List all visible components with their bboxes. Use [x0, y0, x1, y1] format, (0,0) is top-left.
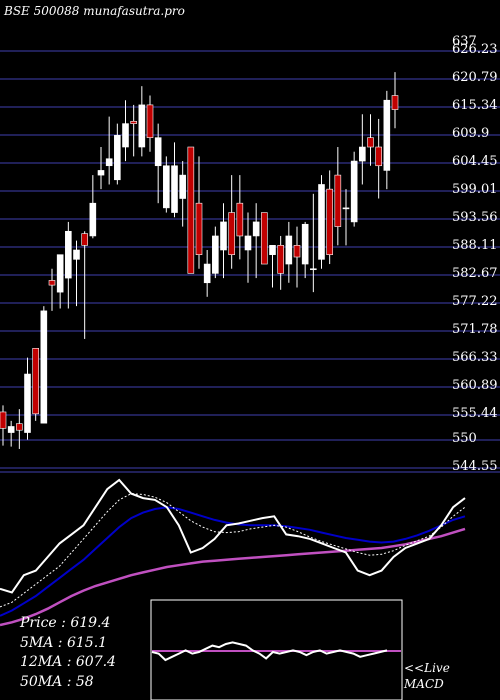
- candle-body: [334, 174, 342, 227]
- macd-caption: <<Live MACD: [404, 660, 450, 692]
- candle-body: [179, 174, 186, 199]
- macd-live-label: <<Live: [404, 661, 450, 675]
- candle-body: [114, 135, 121, 181]
- legend-price: Price : 619.4: [20, 615, 111, 631]
- y-tick-label: 620.79: [452, 70, 498, 85]
- y-tick-label: 544.55: [452, 459, 498, 474]
- chart-title: BSE 500088 munafasutra.pro: [3, 4, 185, 18]
- candle-body: [89, 202, 97, 237]
- price-legend: Price : 619.4 5MA : 615.1 12MA : 607.4 5…: [20, 614, 116, 692]
- candle-body: [32, 347, 39, 415]
- candle-body: [203, 263, 211, 284]
- y-tick-label: 582.67: [452, 266, 498, 281]
- candle-body: [350, 160, 358, 223]
- candle-body: [359, 146, 366, 162]
- candle-body: [81, 233, 88, 246]
- candle-body: [252, 221, 260, 237]
- candle-body: [97, 170, 105, 176]
- candle-body: [16, 423, 23, 431]
- moving-average-panel: [0, 478, 466, 627]
- candle-body: [130, 120, 137, 124]
- y-tick-label: 550: [452, 431, 477, 446]
- candle-body: [277, 245, 284, 274]
- candle-body: [65, 230, 72, 279]
- macd-name-label: MACD: [404, 677, 444, 691]
- candle-body: [269, 245, 276, 255]
- candle-body: [228, 212, 235, 255]
- candle-body: [163, 165, 170, 209]
- candle-body: [138, 104, 146, 148]
- candle-body: [342, 207, 350, 210]
- y-tick-label: 593.56: [452, 210, 498, 225]
- candle-body: [122, 123, 129, 148]
- candle-body: [195, 202, 203, 255]
- candle-body: [154, 137, 162, 167]
- candle-body: [367, 137, 374, 148]
- candle-body: [171, 165, 178, 213]
- y-tick-label: 577.22: [452, 294, 498, 309]
- candle-body: [375, 146, 382, 167]
- candle-body: [244, 235, 252, 251]
- legend-5ma: 5MA : 615.1: [20, 634, 108, 651]
- y-tick-label: 637: [452, 34, 477, 49]
- candle-body: [24, 373, 31, 433]
- candle-body: [326, 188, 333, 255]
- y-tick-label: 588.11: [452, 238, 498, 253]
- y-tick-label: 560.89: [452, 378, 498, 393]
- candle-body: [212, 235, 219, 274]
- macd-panel: [150, 599, 403, 700]
- candle-body: [318, 184, 325, 260]
- candle-body: [310, 268, 317, 271]
- candle-body: [40, 310, 48, 424]
- price-gridlines: [0, 50, 500, 469]
- candle-body: [187, 146, 195, 274]
- candle-body: [56, 254, 64, 293]
- candle-body: [0, 411, 7, 429]
- candle-body: [48, 280, 56, 286]
- candle-body: [7, 426, 15, 433]
- y-tick-label: 599.01: [452, 182, 498, 197]
- ma-long-line: [0, 527, 466, 627]
- candle-body: [285, 235, 293, 265]
- ma-fast-line: [0, 478, 466, 594]
- ma-mid-line: [0, 493, 466, 608]
- candle-body: [236, 202, 244, 237]
- y-tick-label: 566.33: [452, 350, 498, 365]
- macd-line: [151, 641, 388, 662]
- candle-body: [261, 212, 268, 265]
- y-tick-label: 626.23: [452, 42, 498, 57]
- candle-body: [391, 95, 399, 110]
- y-tick-label: 571.78: [452, 322, 498, 337]
- candle-body: [105, 158, 113, 167]
- y-tick-label: 555.44: [452, 406, 498, 421]
- y-tick-label: 604.45: [452, 154, 498, 169]
- candle-body: [73, 249, 80, 260]
- candle-body: [383, 99, 391, 171]
- candle-body: [220, 221, 227, 251]
- candlestick-series: [0, 72, 399, 449]
- y-tick-label: 609.9: [452, 126, 489, 141]
- candle-body: [146, 104, 154, 138]
- candle-body: [301, 223, 309, 265]
- legend-50ma: 50MA : 58: [20, 673, 94, 690]
- y-tick-label: 615.34: [452, 98, 498, 113]
- legend-12ma: 12MA : 607.4: [20, 654, 116, 670]
- candle-body: [293, 245, 301, 258]
